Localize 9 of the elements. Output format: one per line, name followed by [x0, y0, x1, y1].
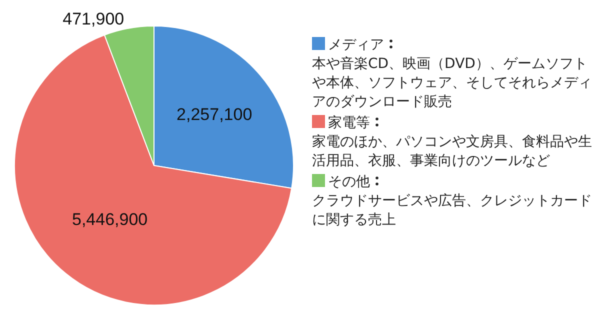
text: 本や音楽CD、映画（DVD）、ゲームソフトや本体、ソフトウェア、そしてそれらメディアのダウンロード販売 [312, 55, 593, 112]
legend-label: 家電等 [328, 115, 370, 131]
data-label: 2,257,100 [176, 104, 252, 124]
text: クラウドサービスや広告、クレジットカードに関する売上 [312, 192, 593, 230]
legend-label: その他 [328, 174, 370, 190]
data-label: 471,900 [62, 10, 124, 29]
legend-label: メディア [328, 37, 384, 53]
data-label: 5,446,900 [72, 210, 148, 229]
text: 家電のほか、パソコンや文房具、食料品や生活用品、衣服、事業向けのツールなど [312, 133, 593, 171]
